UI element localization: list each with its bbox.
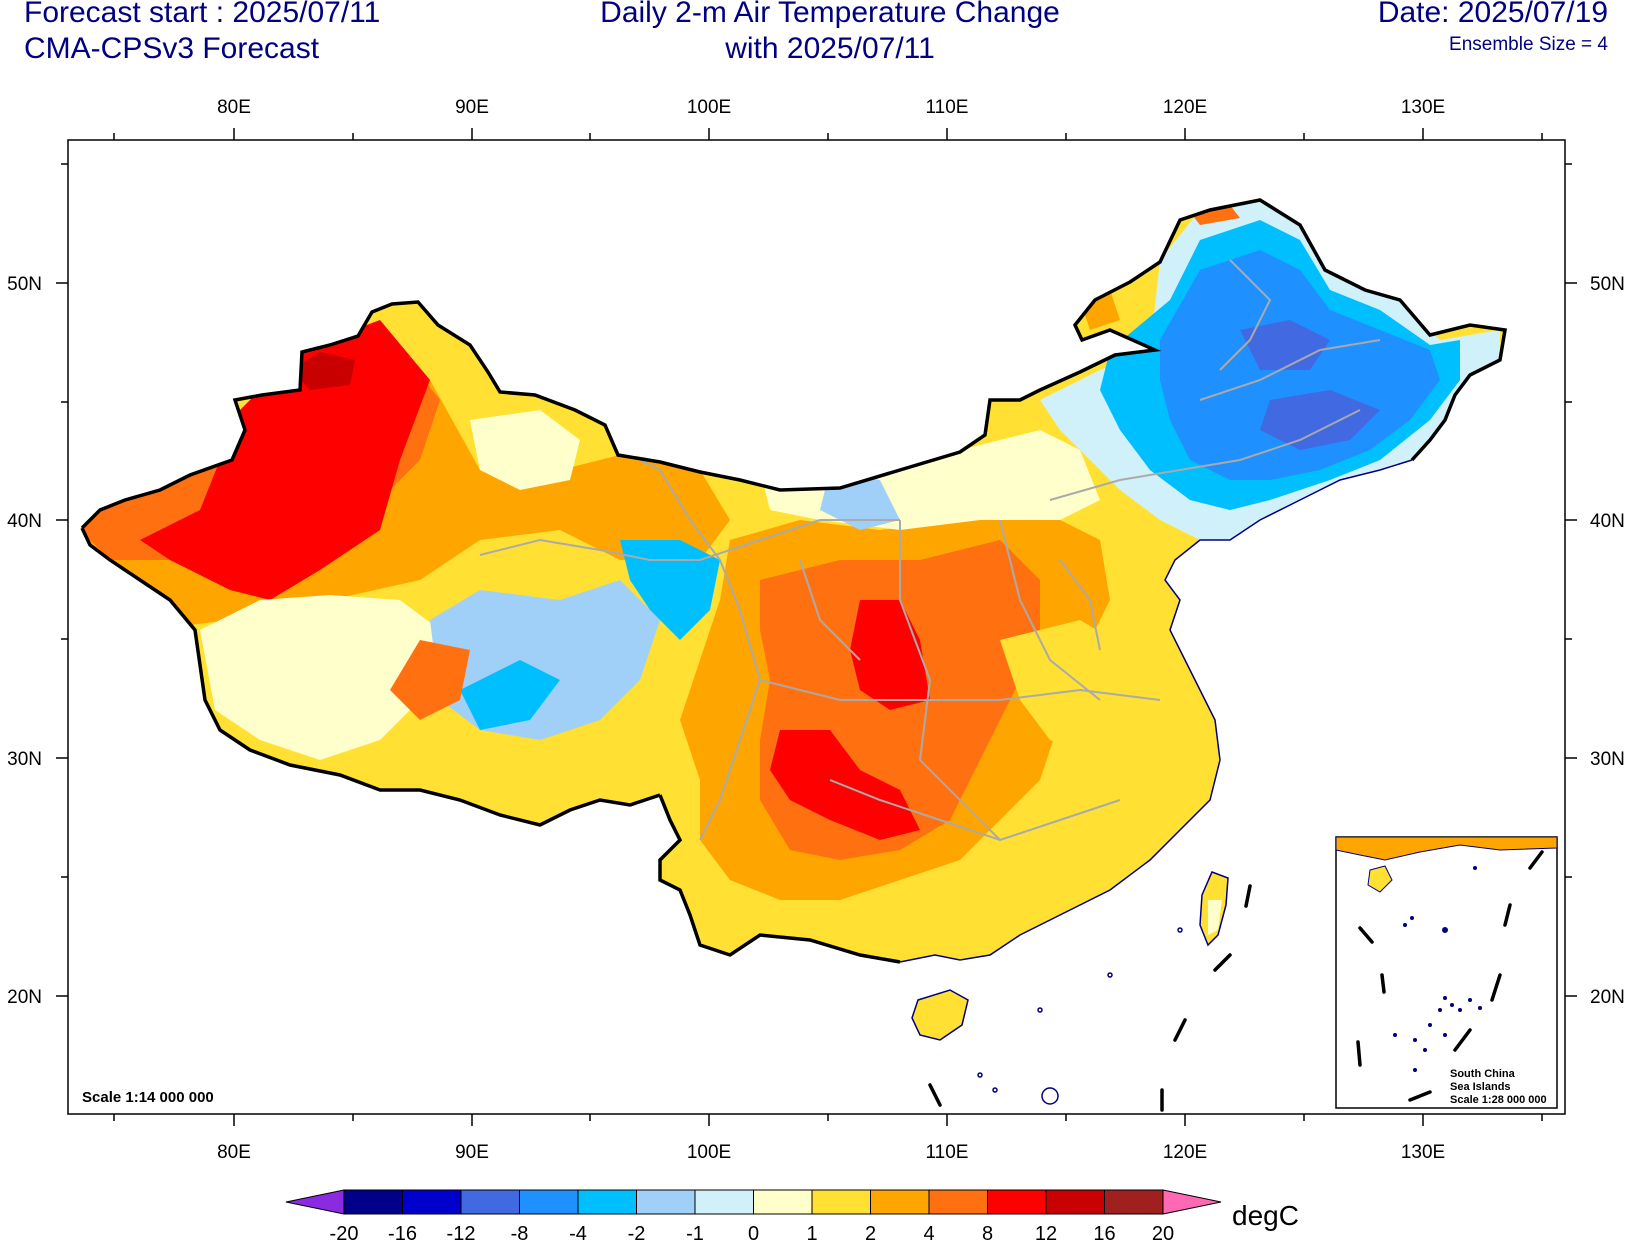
colorbar-tick-label: -2 <box>628 1223 646 1241</box>
colorbar-tick-label: 4 <box>923 1223 934 1241</box>
lat-labels-right: 50N 40N 30N 20N <box>1590 274 1625 1008</box>
lon-label: 100E <box>687 97 731 118</box>
colorbar-tick-label: 2 <box>865 1223 876 1241</box>
model-name-label: CMA-CPSv3 Forecast <box>24 32 320 65</box>
province-boundaries <box>479 259 1381 842</box>
lon-label: 110E <box>926 97 969 118</box>
lon-label: 130E <box>1401 1142 1445 1163</box>
lon-label: 80E <box>217 1142 251 1163</box>
hainan-island <box>911 989 969 1041</box>
inset-title-line: Scale 1:28 000 000 <box>1450 1094 1547 1106</box>
colorbar-tick-label: -1 <box>686 1223 704 1241</box>
map-scale-label: Scale 1:14 000 000 <box>82 1089 214 1106</box>
inset-title-line: Sea Islands <box>1450 1081 1511 1093</box>
colorbar-box <box>1045 1189 1105 1215</box>
coastline <box>899 459 1413 963</box>
inset-title-line: South China <box>1450 1068 1516 1080</box>
colorbar-tick-label: 1 <box>806 1223 817 1241</box>
colorbar-tick-label: -16 <box>388 1223 417 1241</box>
china-border <box>80 198 1508 964</box>
lat-label: 50N <box>1590 274 1625 295</box>
lat-label: 40N <box>1590 511 1625 532</box>
chart-title-line1: Daily 2-m Air Temperature Change <box>600 0 1060 29</box>
colorbar-box <box>928 1189 988 1215</box>
colorbar-box <box>460 1189 520 1215</box>
lon-label: 90E <box>455 97 489 118</box>
lon-label: 110E <box>926 1142 969 1163</box>
colorbar-box <box>987 1189 1047 1215</box>
colorbar-tick-label: -8 <box>511 1223 529 1241</box>
maritime-boundary-dashes <box>928 884 1252 1112</box>
colorbar-tick-label: 8 <box>982 1223 993 1241</box>
colorbar-box <box>694 1189 754 1215</box>
valid-date-label: Date: 2025/07/19 <box>1377 0 1608 29</box>
colorbar-box <box>519 1189 579 1215</box>
lon-label: 120E <box>1163 1142 1207 1163</box>
lat-label: 20N <box>1590 987 1625 1008</box>
lat-label: 30N <box>1590 749 1625 770</box>
colorbar-box <box>343 1189 403 1215</box>
colorbar-box <box>636 1189 696 1215</box>
lat-label: 30N <box>7 749 42 770</box>
lon-labels-top: 80E 90E 100E 110E 120E 130E <box>217 97 1445 118</box>
colorbar-tick-label: 0 <box>748 1223 759 1241</box>
colorbar-tick-label: 12 <box>1035 1223 1057 1241</box>
south-china-sea-inset: South China Sea Islands Scale 1:28 000 0… <box>1335 836 1558 1109</box>
colorbar-tick-label: 20 <box>1152 1223 1174 1241</box>
lon-label: 100E <box>687 1142 731 1163</box>
colorbar-box <box>1104 1189 1164 1215</box>
chart-title-line2: with 2025/07/11 <box>725 32 935 65</box>
axis-ticks <box>56 128 1577 1126</box>
south-sea-islets <box>977 927 1183 1105</box>
colorbar-box <box>577 1189 637 1215</box>
colorbar-max-arrow <box>1162 1189 1222 1215</box>
colorbar-box <box>402 1189 462 1215</box>
colorbar-tick-label: -4 <box>569 1223 587 1241</box>
lon-label: 90E <box>455 1142 489 1163</box>
colorbar-tick-label: -12 <box>447 1223 476 1241</box>
lat-label: 40N <box>7 511 42 532</box>
lon-label: 120E <box>1163 97 1207 118</box>
colorbar-box <box>811 1189 871 1215</box>
ensemble-size-label: Ensemble Size = 4 <box>1449 34 1608 55</box>
colorbar-box <box>870 1189 930 1215</box>
colorbar: -20 -16 -12 -8 -4 -2 -1 0 1 2 4 8 12 16 20 <box>285 1189 1222 1241</box>
colorbar-unit-label: degC <box>1232 1200 1299 1231</box>
forecast-start-label: Forecast start : 2025/07/11 <box>24 0 381 29</box>
lat-label: 20N <box>7 987 42 1008</box>
colorbar-tick-label: -20 <box>330 1223 359 1241</box>
lat-labels-left: 50N 40N 30N 20N <box>7 274 42 1008</box>
colorbar-box <box>753 1189 813 1215</box>
lon-label: 80E <box>217 97 251 118</box>
colorbar-min-arrow <box>285 1189 345 1215</box>
lon-label: 130E <box>1401 97 1445 118</box>
colorbar-tick-label: 16 <box>1093 1223 1115 1241</box>
lat-label: 50N <box>7 274 42 295</box>
lon-labels-bottom: 80E 90E 100E 110E 120E 130E <box>217 1142 1445 1163</box>
